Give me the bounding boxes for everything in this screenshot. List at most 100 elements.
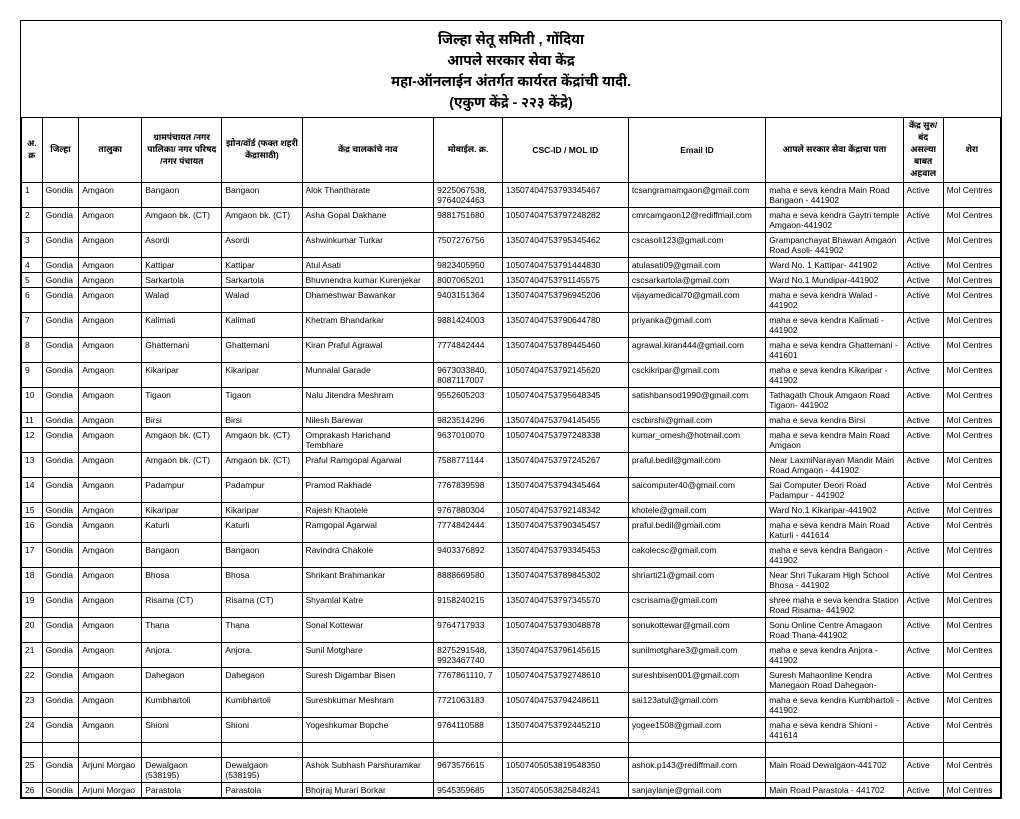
- cell: 13507404753797345570: [502, 593, 628, 618]
- cell: sureshbisen001@gmail.com: [628, 668, 765, 693]
- cell: Risama (CT): [142, 593, 222, 618]
- cell: Amgaon: [79, 478, 142, 503]
- cell: Arjuni Morgao: [79, 783, 142, 798]
- cell: 7774842444: [434, 518, 503, 543]
- cell: Mol Centres: [943, 568, 1000, 593]
- cell: Kiran Praful Agrawal: [302, 338, 434, 363]
- cell: 12: [22, 428, 43, 453]
- cell: Parastola: [222, 783, 302, 798]
- cell: Alok Thantharate: [302, 183, 434, 208]
- cell: Ravindra Chakole: [302, 543, 434, 568]
- cell: Suresh Mahaonline Kendra Manegaon Road D…: [766, 668, 903, 693]
- cell: 10507404753793048878: [502, 618, 628, 643]
- cell: Amgaon: [79, 413, 142, 428]
- cell: Ashok Subhash Parshuramkar: [302, 758, 434, 783]
- cell: Sureshkumar Meshram: [302, 693, 434, 718]
- cell: 23: [22, 693, 43, 718]
- col-cscid: CSC-ID / MOL ID: [502, 118, 628, 183]
- cell: 10: [22, 388, 43, 413]
- header-line3: महा-ऑनलाईन अंतर्गत कार्यरत केंद्रांची या…: [21, 71, 1001, 92]
- cell: Active: [903, 273, 943, 288]
- cell: Sonu Online Centre Amagaon Road Thana-44…: [766, 618, 903, 643]
- cell: Gondia: [42, 288, 79, 313]
- table-row: 11GondiaAmgaonBirsiBirsiNilesh Barewar98…: [22, 413, 1001, 428]
- cell: Sarkartola: [222, 273, 302, 288]
- cell: Munnalal Garade: [302, 363, 434, 388]
- cell: 9: [22, 363, 43, 388]
- cell: Gondia: [42, 413, 79, 428]
- cell: Bhosa: [222, 568, 302, 593]
- cell: Omprakash Harichand Tembhare: [302, 428, 434, 453]
- cell: Kalimati: [142, 313, 222, 338]
- cell: Amgaon: [79, 388, 142, 413]
- col-operator: केंद्र चालकांचे नाव: [302, 118, 434, 183]
- cell: 22: [22, 668, 43, 693]
- cell: 9637010070: [434, 428, 503, 453]
- cell: Atul Asati: [302, 258, 434, 273]
- cell: cakolecsc@gmail.com: [628, 543, 765, 568]
- cell: 8007065201: [434, 273, 503, 288]
- cell: 13507404753790345457: [502, 518, 628, 543]
- cell: Gondia: [42, 338, 79, 363]
- cell: khotele@gmail.com: [628, 503, 765, 518]
- cell: Thana: [142, 618, 222, 643]
- cell: Mol Centres: [943, 618, 1000, 643]
- cell: 10507404753797248282: [502, 208, 628, 233]
- cell: 9881424003: [434, 313, 503, 338]
- cell: Mol Centres: [943, 363, 1000, 388]
- cell: Active: [903, 258, 943, 273]
- cell: 13507404753794345464: [502, 478, 628, 503]
- cell: 20: [22, 618, 43, 643]
- cell: Active: [903, 453, 943, 478]
- cell: 15: [22, 503, 43, 518]
- cell: Active: [903, 428, 943, 453]
- cell: Walad: [222, 288, 302, 313]
- cell: 13507404753794145455: [502, 413, 628, 428]
- cell: Padampur: [142, 478, 222, 503]
- cell: 13507404753796945206: [502, 288, 628, 313]
- data-table: अ.क्र जिल्हा तालुका ग्रामपंचायत /नगर पाल…: [21, 117, 1001, 798]
- cell: Amgaon: [79, 288, 142, 313]
- cell: 7588771144: [434, 453, 503, 478]
- cell: Mol Centres: [943, 693, 1000, 718]
- cell: Active: [903, 233, 943, 258]
- cell: Gondia: [42, 618, 79, 643]
- cell: Gondia: [42, 758, 79, 783]
- cell: Mol Centres: [943, 453, 1000, 478]
- cell: Dhameshwar Bawankar: [302, 288, 434, 313]
- cell: Kalimati: [222, 313, 302, 338]
- cell: Mol Centres: [943, 503, 1000, 518]
- table-row: 26GondiaArjuni MorgaoParastolaParastolaB…: [22, 783, 1001, 798]
- table-row: 10GondiaAmgaonTigaonTigaonNalu Jitendra …: [22, 388, 1001, 413]
- cell: Nalu Jitendra Meshram: [302, 388, 434, 413]
- col-status: केंद्र सुरु/बंद असल्या बाबत अहवाल: [903, 118, 943, 183]
- cell: Mol Centres: [943, 668, 1000, 693]
- cell: Sai Computer Deori Road Padampur - 44190…: [766, 478, 903, 503]
- cell: cscasoli123@gmail.com: [628, 233, 765, 258]
- cell: Padampur: [222, 478, 302, 503]
- cell: Mol Centres: [943, 258, 1000, 273]
- cell: Gondia: [42, 568, 79, 593]
- col-email: Email ID: [628, 118, 765, 183]
- cell: Near Shri Tukaram High School Bhosa - 44…: [766, 568, 903, 593]
- cell: 13507404753792445210: [502, 718, 628, 743]
- table-row: 9GondiaAmgaonKikariparKikariparMunnalal …: [22, 363, 1001, 388]
- col-sn: अ.क्र: [22, 118, 43, 183]
- cell: 13507404753796145615: [502, 643, 628, 668]
- cell: Active: [903, 288, 943, 313]
- cell: 8275291548, 9923467740: [434, 643, 503, 668]
- cell: Anjora.: [142, 643, 222, 668]
- cell: maha e seva kendra Shioni - 441614: [766, 718, 903, 743]
- cell: Mol Centres: [943, 478, 1000, 503]
- table-row: 15GondiaAmgaonKikariparKikariparRajesh K…: [22, 503, 1001, 518]
- cell: Rajesh Khaotele: [302, 503, 434, 518]
- cell: Amgaon: [79, 233, 142, 258]
- cell: 1: [22, 183, 43, 208]
- cell: Amgaon: [79, 258, 142, 273]
- cell: Active: [903, 593, 943, 618]
- table-row: 4GondiaAmgaonKattiparKattiparAtul Asati9…: [22, 258, 1001, 273]
- cell: maha e seva kendra Kikaripar - 441902: [766, 363, 903, 388]
- cell: maha e seva kendra Gaytri temple Amgaon-…: [766, 208, 903, 233]
- cell: Active: [903, 503, 943, 518]
- cell: Thana: [222, 618, 302, 643]
